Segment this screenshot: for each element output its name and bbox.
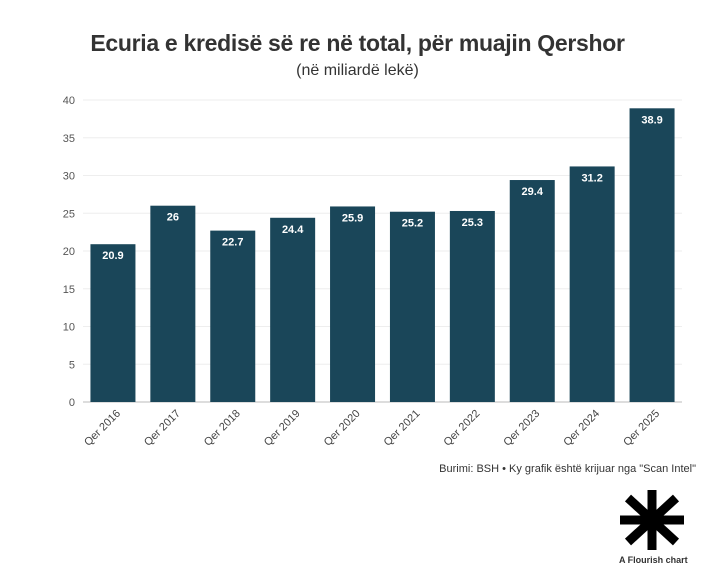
bar-value-label: 38.9 — [641, 114, 662, 126]
y-axis: 0 5 10 15 20 25 30 35 40 — [63, 95, 75, 409]
bar[interactable] — [330, 206, 376, 402]
x-axis: Qer 2016 Qer 2017 Qer 2018 Qer 2019 Qer 2020… — [82, 408, 662, 449]
bar[interactable] — [389, 211, 435, 402]
flourish-asterisk-icon[interactable] — [618, 488, 686, 552]
bar[interactable] — [270, 217, 316, 402]
bar[interactable] — [629, 108, 675, 403]
bar[interactable] — [569, 166, 615, 402]
y-tick-label: 40 — [63, 95, 75, 107]
bar-value-label: 31.2 — [581, 172, 602, 184]
x-tick-label: Qer 2021 — [382, 408, 423, 449]
chart-title: Ecuria e kredisë së re në total, për mua… — [90, 30, 625, 56]
y-tick-label: 20 — [63, 246, 75, 258]
bar[interactable] — [150, 205, 196, 402]
x-tick-label: Qer 2016 — [82, 408, 123, 449]
bar-value-label: 20.9 — [102, 250, 123, 262]
chart-subtitle: (në miliardë lekë) — [296, 62, 419, 79]
bar-value-label: 29.4 — [522, 186, 544, 198]
x-tick-label: Qer 2022 — [442, 408, 483, 449]
y-tick-label: 5 — [69, 359, 75, 371]
bar-value-label: 26 — [167, 212, 179, 224]
bar-value-label: 25.2 — [402, 218, 423, 230]
bar[interactable] — [210, 230, 256, 402]
bars: 20.9 26 22.7 24.4 25.9 25.2 25.3 29.4 31.2 38.9 — [90, 108, 675, 403]
y-tick-label: 10 — [63, 322, 75, 334]
source-note: Burimi: BSH • Ky grafik është krijuar ng… — [439, 463, 696, 475]
bar-value-label: 25.3 — [462, 217, 483, 229]
bar[interactable] — [90, 244, 136, 402]
bar-value-label: 25.9 — [342, 212, 363, 224]
x-tick-label: Qer 2024 — [561, 408, 602, 449]
bar-value-label: 22.7 — [222, 237, 243, 249]
bar[interactable] — [449, 210, 495, 402]
y-tick-label: 15 — [63, 284, 75, 296]
x-tick-label: Qer 2018 — [202, 408, 243, 449]
flourish-credit-link[interactable]: A Flourish chart — [619, 555, 688, 565]
x-tick-label: Qer 2023 — [501, 408, 542, 449]
bar-value-label: 24.4 — [282, 224, 304, 236]
x-tick-label: Qer 2020 — [322, 408, 363, 449]
y-tick-label: 35 — [63, 133, 75, 145]
x-tick-label: Qer 2025 — [621, 408, 662, 449]
y-tick-label: 0 — [69, 397, 75, 409]
y-tick-label: 25 — [63, 208, 75, 220]
y-tick-label: 30 — [63, 171, 75, 183]
bar[interactable] — [509, 180, 555, 402]
x-tick-label: Qer 2019 — [262, 408, 303, 449]
x-tick-label: Qer 2017 — [142, 408, 183, 449]
